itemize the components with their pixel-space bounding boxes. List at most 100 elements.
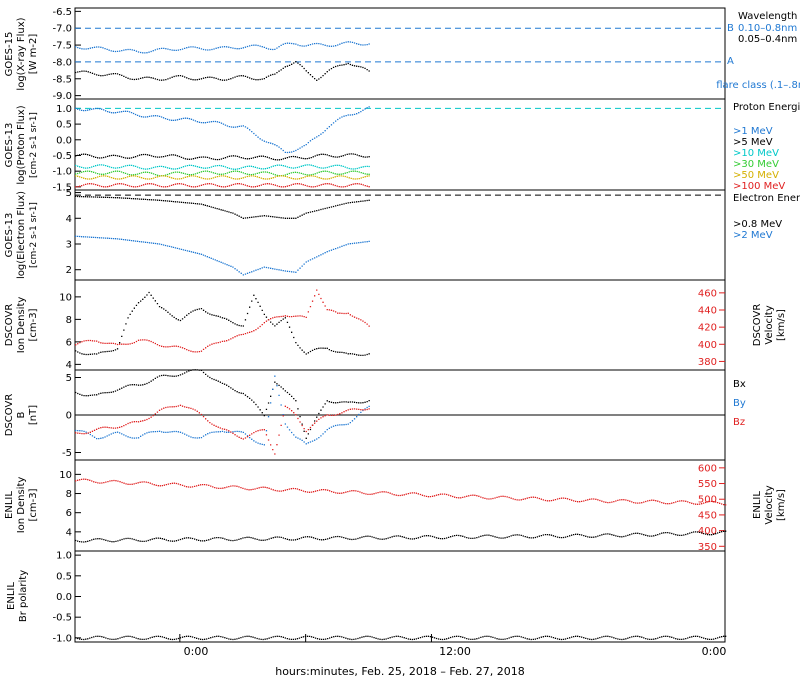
dscovr-velocity-ylabel-unit: [km/s] (776, 309, 787, 341)
y-tick-label: 8 (66, 315, 72, 326)
enlil-polarity-ylabel-quantity: Br polarity (18, 570, 29, 622)
enlil-plasma-ylabel-instrument: ENLIL (4, 491, 15, 519)
y-tick-label: -1.0 (52, 633, 72, 644)
xray-ylabel-unit: [W m-2] (28, 34, 39, 75)
y-tick-label: 5 (66, 188, 72, 199)
dscovr-velocity-ylabel-instrument: DSCOVR (752, 304, 763, 347)
dscovr-plasma-ylabel-unit: [cm-3] (28, 308, 39, 341)
y-tick-label: -6.5 (52, 7, 72, 18)
enlil-polarity-ylabel-instrument: ENLIL (6, 582, 17, 610)
y-tick-label: -0.5 (52, 151, 72, 162)
plot-layer: -6.5 -7.0 -7.5 -8.0 -8.5 -9.0 1.0 0.5 0.0 -0.5 -1.… (52, 7, 727, 644)
y-right-tick-label: 550 (698, 479, 717, 490)
y-right-tick-label: 440 (698, 306, 717, 317)
series-trace-enlil_plasma-1 (75, 478, 727, 506)
electron-ylabel-quantity: log(Electron Flux) (16, 191, 27, 279)
series-trace-xray-1 (75, 61, 370, 81)
y-right-tick-label: 460 (698, 288, 717, 299)
mag-legend-bz: Bz (733, 417, 745, 428)
series-trace-proton-0 (75, 106, 370, 154)
xray-legend-note: flare class (.1–.8nm) (716, 80, 800, 91)
y-tick-label: 8 (66, 489, 72, 500)
electron-legend-gt2: >2 MeV (733, 230, 773, 241)
x-axis-label: hours:minutes, Feb. 25, 2018 – Feb. 27, … (275, 665, 525, 678)
electron-legend-gt08: >0.8 MeV (733, 219, 782, 230)
y-right-tick-label: 420 (698, 323, 717, 334)
y-tick-label: 2 (66, 265, 72, 276)
y-right-tick-label: 350 (698, 542, 717, 553)
series-trace-dscovr_mag-1 (75, 375, 370, 446)
y-tick-label: -7.5 (52, 41, 72, 52)
mag-legend-by: By (733, 398, 746, 409)
series-trace-dscovr_plasma-0 (75, 291, 370, 357)
electron-ylabel-instrument: GOES-13 (4, 213, 15, 258)
dscovr-velocity-ylabel-quantity: Velocity (764, 305, 775, 344)
y-tick-label: -0.5 (52, 613, 72, 624)
xray-legend-entry-long: 0.10–0.8nm (738, 23, 797, 34)
y-right-tick-label: 400 (698, 526, 717, 537)
y-tick-label: -9.0 (52, 91, 72, 102)
series-trace-proton-5 (75, 183, 370, 188)
y-tick-label: 6 (66, 337, 72, 348)
y-tick-label: 10 (59, 292, 72, 303)
dscovr-plasma-ylabel-instrument: DSCOVR (4, 304, 15, 347)
x-tick-label: 12:00 (439, 645, 471, 658)
y-tick-label: 4 (66, 527, 72, 538)
y-tick-label: -1.0 (52, 167, 72, 178)
y-tick-label: 3 (66, 240, 72, 251)
y-tick-label: -7.0 (52, 24, 72, 35)
y-tick-label: 4 (66, 214, 72, 225)
y-right-tick-label: 380 (698, 357, 717, 368)
y-right-tick-label: 400 (698, 340, 717, 351)
y-tick-label: 0.5 (56, 571, 72, 582)
y-tick-label: -8.5 (52, 74, 72, 85)
series-trace-electron-0 (75, 195, 370, 219)
proton-legend-gt100: >100 MeV (733, 181, 785, 192)
xray-ylabel-quantity: log(X-ray Flux) (16, 17, 27, 90)
enlil-plasma-ylabel-quantity: Ion Density (16, 477, 27, 534)
dscovr-mag-ylabel-unit: [nT] (28, 405, 39, 425)
y-tick-label: 0.5 (56, 120, 72, 131)
series-trace-electron-1 (75, 235, 370, 276)
series-trace-proton-1 (75, 153, 370, 161)
series-trace-dscovr_plasma-1 (75, 289, 370, 353)
series-trace-xray-0 (75, 41, 370, 54)
y-tick-label: 6 (66, 508, 72, 519)
dscovr-plasma-ylabel-quantity: Ion Density (16, 297, 27, 354)
y-tick-label: -1.5 (52, 182, 72, 193)
x-tick-label: 0:00 (702, 645, 727, 658)
xray-legend-note-text: flare class (.1–.8nm) (716, 80, 800, 91)
y-tick-label: 5 (66, 373, 72, 384)
x-tick-label: 0:00 (184, 645, 209, 658)
y-right-tick-label: 500 (698, 495, 717, 506)
proton-ylabel-instrument: GOES-13 (4, 123, 15, 168)
proton-legend-title: Proton Energies (733, 102, 800, 113)
series-trace-enlil_polarity-0 (75, 635, 727, 641)
enlil-plasma-ylabel-unit: [cm-3] (28, 488, 39, 521)
y-tick-label: 1.0 (56, 104, 72, 115)
enlil-velocity-ylabel-instrument: ENLIL (752, 491, 763, 519)
y-tick-label: 0 (66, 411, 72, 422)
series-trace-dscovr_mag-2 (75, 404, 370, 455)
proton-ylabel-unit: [cm-2 s-1 sr-1] (29, 112, 39, 178)
enlil-velocity-ylabel-quantity: Velocity (764, 485, 775, 524)
y-tick-label: -8.0 (52, 57, 72, 68)
enlil-velocity-ylabel-unit: [km/s] (776, 489, 787, 521)
proton-legend-gt50: >50 MeV (733, 170, 779, 181)
dscovr-mag-ylabel-quantity: B (16, 411, 27, 418)
y-right-tick-label: 450 (698, 510, 717, 521)
electron-legend-title: Electron Energies (733, 193, 800, 204)
proton-ylabel-quantity: log(Proton Flux) (16, 105, 27, 184)
dscovr-mag-ylabel-instrument: DSCOVR (4, 394, 15, 437)
y-tick-label: 4 (66, 360, 72, 371)
proton-legend-gt30: >30 MeV (733, 159, 779, 170)
xray-legend-entry-short: 0.05–0.4nm (738, 34, 797, 45)
xray-ref-label-a: A (727, 56, 734, 67)
proton-legend-gt5: >5 MeV (733, 137, 773, 148)
series-trace-enlil_plasma-0 (75, 530, 727, 543)
proton-legend-gt10: >10 MeV (733, 148, 779, 159)
xray-legend-title: Wavelength (738, 11, 797, 22)
y-tick-label: 0.0 (56, 135, 72, 146)
series-trace-proton-2 (75, 164, 370, 170)
